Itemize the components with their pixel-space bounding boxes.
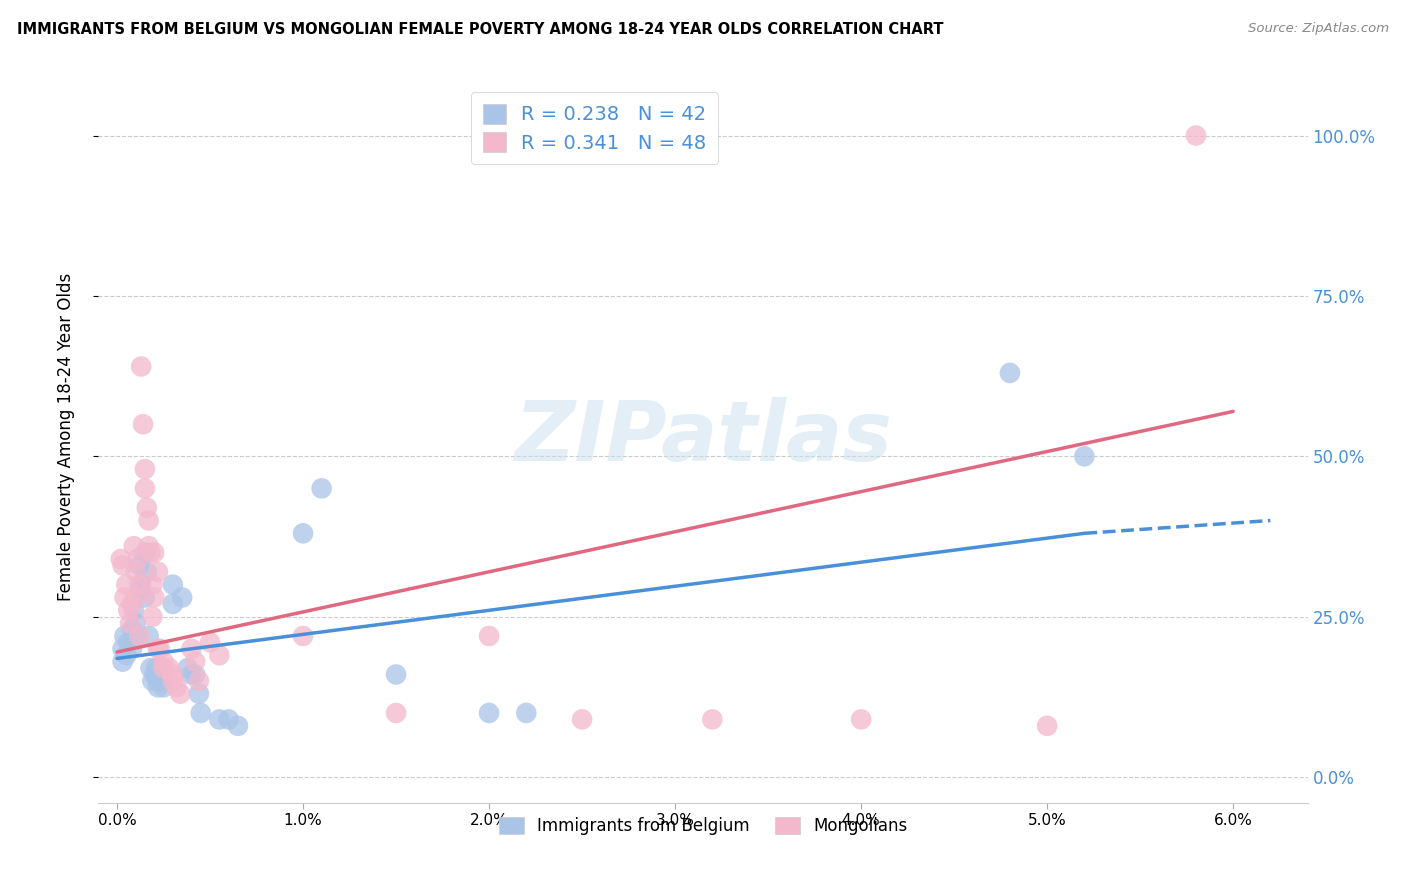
Point [184, 667, 207, 681]
Point [311, 482, 333, 496]
Point [128, 584, 150, 599]
Point [122, 603, 145, 617]
Point [129, 577, 152, 591]
Point [849, 712, 872, 726]
Point [218, 712, 240, 726]
Point [141, 673, 163, 688]
Point [702, 712, 724, 726]
Point [124, 629, 146, 643]
Point [111, 558, 134, 573]
Point [117, 635, 139, 649]
Point [152, 655, 174, 669]
Point [135, 500, 157, 515]
Text: ZIPatlas: ZIPatlas [515, 397, 891, 477]
Point [208, 648, 231, 663]
Point [141, 609, 163, 624]
Point [122, 539, 145, 553]
Point [132, 417, 155, 432]
Point [385, 706, 408, 720]
Point [128, 558, 150, 573]
Point [1036, 719, 1059, 733]
Point [110, 552, 132, 566]
Point [152, 661, 174, 675]
Point [117, 603, 139, 617]
Point [208, 712, 231, 726]
Point [180, 641, 202, 656]
Point [385, 667, 408, 681]
Point [115, 577, 138, 591]
Point [162, 597, 184, 611]
Point [124, 565, 146, 579]
Point [121, 623, 143, 637]
Point [124, 616, 146, 631]
Y-axis label: Female Poverty Among 18-24 Year Olds: Female Poverty Among 18-24 Year Olds [56, 273, 75, 601]
Point [138, 539, 160, 553]
Point [115, 648, 138, 663]
Point [177, 661, 200, 675]
Point [1073, 450, 1095, 464]
Point [152, 681, 174, 695]
Point [139, 661, 162, 675]
Point [114, 629, 136, 643]
Point [134, 545, 156, 559]
Point [166, 681, 188, 695]
Point [143, 591, 166, 605]
Point [149, 641, 172, 656]
Point [111, 641, 134, 656]
Point [128, 577, 150, 591]
Point [515, 706, 537, 720]
Point [146, 641, 169, 656]
Point [128, 629, 150, 643]
Point [145, 661, 167, 675]
Point [146, 565, 169, 579]
Point [114, 591, 136, 605]
Point [172, 591, 194, 605]
Point [138, 629, 160, 643]
Point [139, 545, 162, 559]
Point [134, 591, 156, 605]
Point [121, 597, 143, 611]
Point [187, 673, 209, 688]
Point [135, 565, 157, 579]
Point [127, 552, 149, 566]
Point [162, 673, 184, 688]
Point [180, 667, 202, 681]
Point [134, 482, 156, 496]
Point [143, 667, 166, 681]
Point [162, 667, 184, 681]
Point [184, 655, 207, 669]
Point [121, 641, 143, 656]
Text: Source: ZipAtlas.com: Source: ZipAtlas.com [1249, 22, 1389, 36]
Point [292, 526, 315, 541]
Point [157, 661, 180, 675]
Point [226, 719, 249, 733]
Point [190, 706, 212, 720]
Point [1185, 128, 1208, 143]
Point [118, 616, 141, 631]
Point [129, 359, 152, 374]
Point [134, 462, 156, 476]
Point [571, 712, 593, 726]
Legend: Immigrants from Belgium, Mongolians: Immigrants from Belgium, Mongolians [492, 811, 914, 842]
Point [169, 687, 191, 701]
Point [138, 514, 160, 528]
Point [143, 545, 166, 559]
Point [292, 629, 315, 643]
Point [146, 673, 169, 688]
Point [187, 687, 209, 701]
Point [998, 366, 1021, 380]
Point [478, 706, 501, 720]
Point [198, 635, 221, 649]
Text: IMMIGRANTS FROM BELGIUM VS MONGOLIAN FEMALE POVERTY AMONG 18-24 YEAR OLDS CORREL: IMMIGRANTS FROM BELGIUM VS MONGOLIAN FEM… [17, 22, 943, 37]
Point [141, 577, 163, 591]
Point [124, 591, 146, 605]
Point [478, 629, 501, 643]
Point [162, 577, 184, 591]
Point [111, 655, 134, 669]
Point [146, 681, 169, 695]
